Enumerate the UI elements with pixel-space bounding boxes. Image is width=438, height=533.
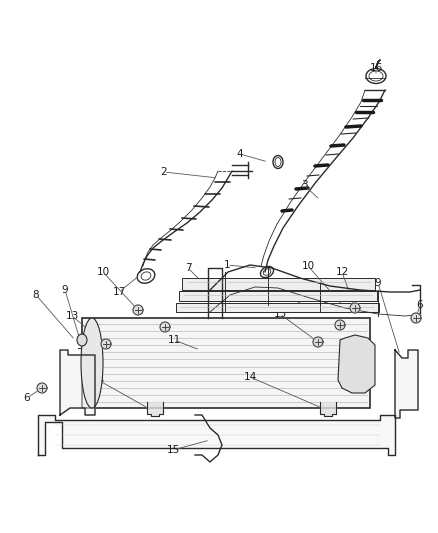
Text: 2: 2: [161, 167, 167, 177]
Text: 5: 5: [281, 290, 287, 300]
Text: 10: 10: [96, 267, 110, 277]
Text: 6: 6: [24, 393, 30, 403]
Text: 12: 12: [336, 267, 349, 277]
Text: 17: 17: [113, 287, 126, 297]
Text: 14: 14: [244, 372, 257, 382]
Text: 16: 16: [369, 63, 383, 73]
Polygon shape: [395, 350, 418, 418]
Polygon shape: [133, 305, 143, 315]
Text: 14: 14: [92, 375, 105, 385]
Text: 7: 7: [185, 263, 191, 273]
Text: 4: 4: [237, 149, 244, 159]
Polygon shape: [313, 337, 323, 347]
Polygon shape: [101, 339, 111, 349]
Ellipse shape: [77, 334, 87, 346]
Polygon shape: [338, 335, 375, 393]
Polygon shape: [60, 350, 95, 415]
Bar: [82, 318, 370, 408]
Ellipse shape: [81, 318, 103, 408]
Polygon shape: [350, 303, 360, 313]
Polygon shape: [147, 402, 163, 416]
Text: 11: 11: [167, 335, 180, 345]
Text: 10: 10: [301, 261, 314, 271]
FancyBboxPatch shape: [176, 303, 379, 312]
Polygon shape: [335, 320, 345, 330]
Polygon shape: [411, 313, 421, 323]
Text: 9: 9: [374, 278, 381, 288]
FancyBboxPatch shape: [182, 278, 375, 290]
Polygon shape: [37, 383, 47, 393]
FancyBboxPatch shape: [179, 291, 377, 301]
Polygon shape: [160, 322, 170, 332]
Polygon shape: [38, 415, 395, 455]
Polygon shape: [320, 402, 336, 416]
Text: 13: 13: [65, 311, 79, 321]
Text: 15: 15: [166, 445, 180, 455]
Text: 9: 9: [62, 285, 68, 295]
Text: 13: 13: [273, 309, 286, 319]
Text: 3: 3: [301, 180, 307, 190]
Text: 1: 1: [224, 260, 230, 270]
Text: 8: 8: [33, 290, 39, 300]
Text: 6: 6: [417, 300, 423, 310]
